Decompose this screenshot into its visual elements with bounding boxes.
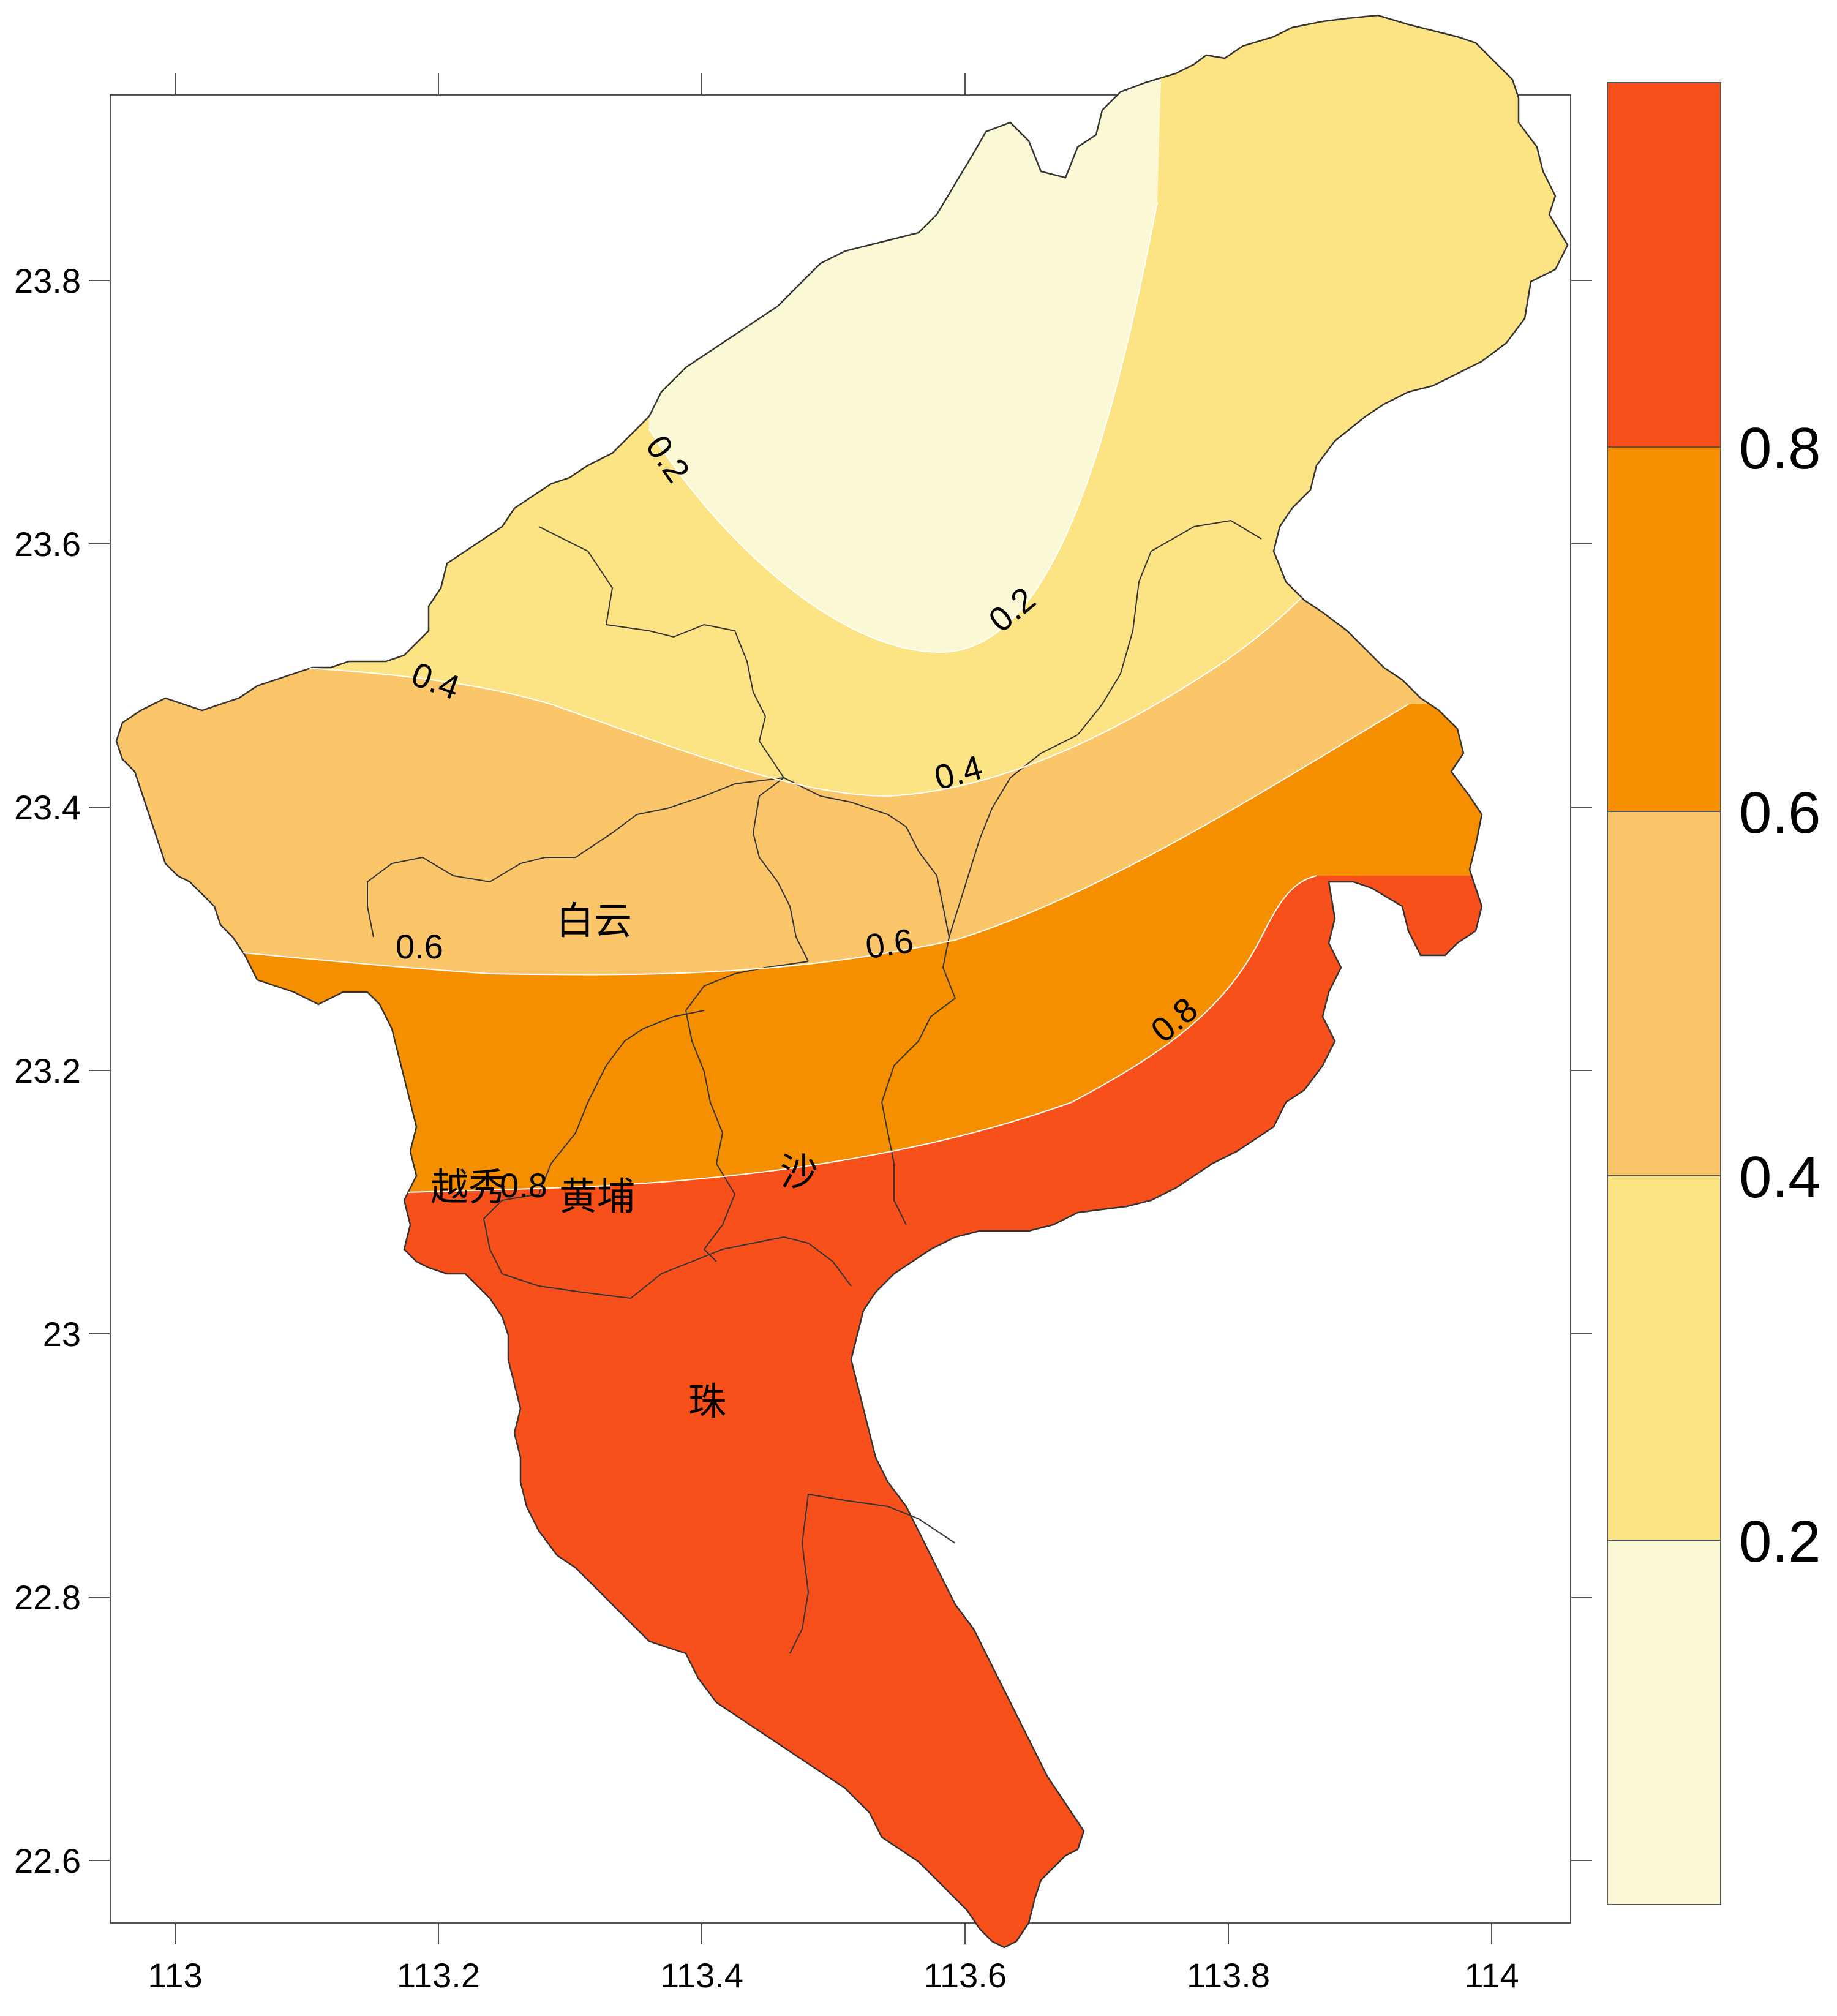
legend-swatch-0-02	[1607, 1540, 1721, 1905]
district-boundaries	[367, 519, 1262, 1654]
y-tick-labels: 23.8 23.6 23.4 23.2 23 22.8 22.6	[14, 261, 81, 1880]
district-label-baiyun: 白云	[556, 898, 632, 943]
legend-swatch-02-04	[1607, 1175, 1721, 1541]
legend-label: 0.6	[1739, 780, 1820, 846]
y-tick-label: 23.6	[14, 525, 81, 563]
x-tick-labels: 113 113.2 113.4 113.6 113.8 114	[148, 1956, 1519, 1995]
x-tick-label: 113.4	[660, 1956, 743, 1995]
district-label-zhu: 珠	[688, 1379, 726, 1424]
y-tick-label: 23.2	[14, 1051, 81, 1090]
y-tick-label: 22.6	[14, 1841, 81, 1880]
district-labels: 白云 越秀 黄埔 沙 珠	[430, 898, 818, 1424]
x-tick-label: 113.2	[397, 1956, 480, 1995]
y-tick-label: 23	[43, 1315, 81, 1353]
legend-swatch-08-plus	[1607, 82, 1721, 448]
contour-label: 0.8	[500, 1166, 547, 1205]
district-label-yuexiu: 越秀	[430, 1165, 506, 1209]
legend-swatch-06-08	[1607, 446, 1721, 812]
legend-label: 0.2	[1739, 1509, 1820, 1574]
contour-label: 0.6	[396, 927, 443, 966]
legend-swatch-04-06	[1607, 811, 1721, 1176]
x-tick-label: 113	[148, 1956, 202, 1995]
x-tick-label: 114	[1464, 1956, 1519, 1995]
legend-colorbar: 0.8 0.6 0.4 0.2	[1607, 82, 1820, 1905]
contour-label: 0.6	[863, 921, 915, 966]
legend-label: 0.8	[1739, 416, 1820, 481]
district-label-sha: 沙	[780, 1149, 818, 1194]
y-tick-label: 23.4	[14, 788, 81, 827]
y-tick-label: 23.8	[14, 261, 81, 300]
x-tick-label: 113.8	[1187, 1956, 1270, 1995]
x-tick-label: 113.6	[923, 1956, 1007, 1995]
legend-label: 0.4	[1739, 1145, 1820, 1210]
district-label-huangpu: 黄埔	[559, 1174, 635, 1219]
y-tick-label: 22.8	[14, 1578, 81, 1617]
